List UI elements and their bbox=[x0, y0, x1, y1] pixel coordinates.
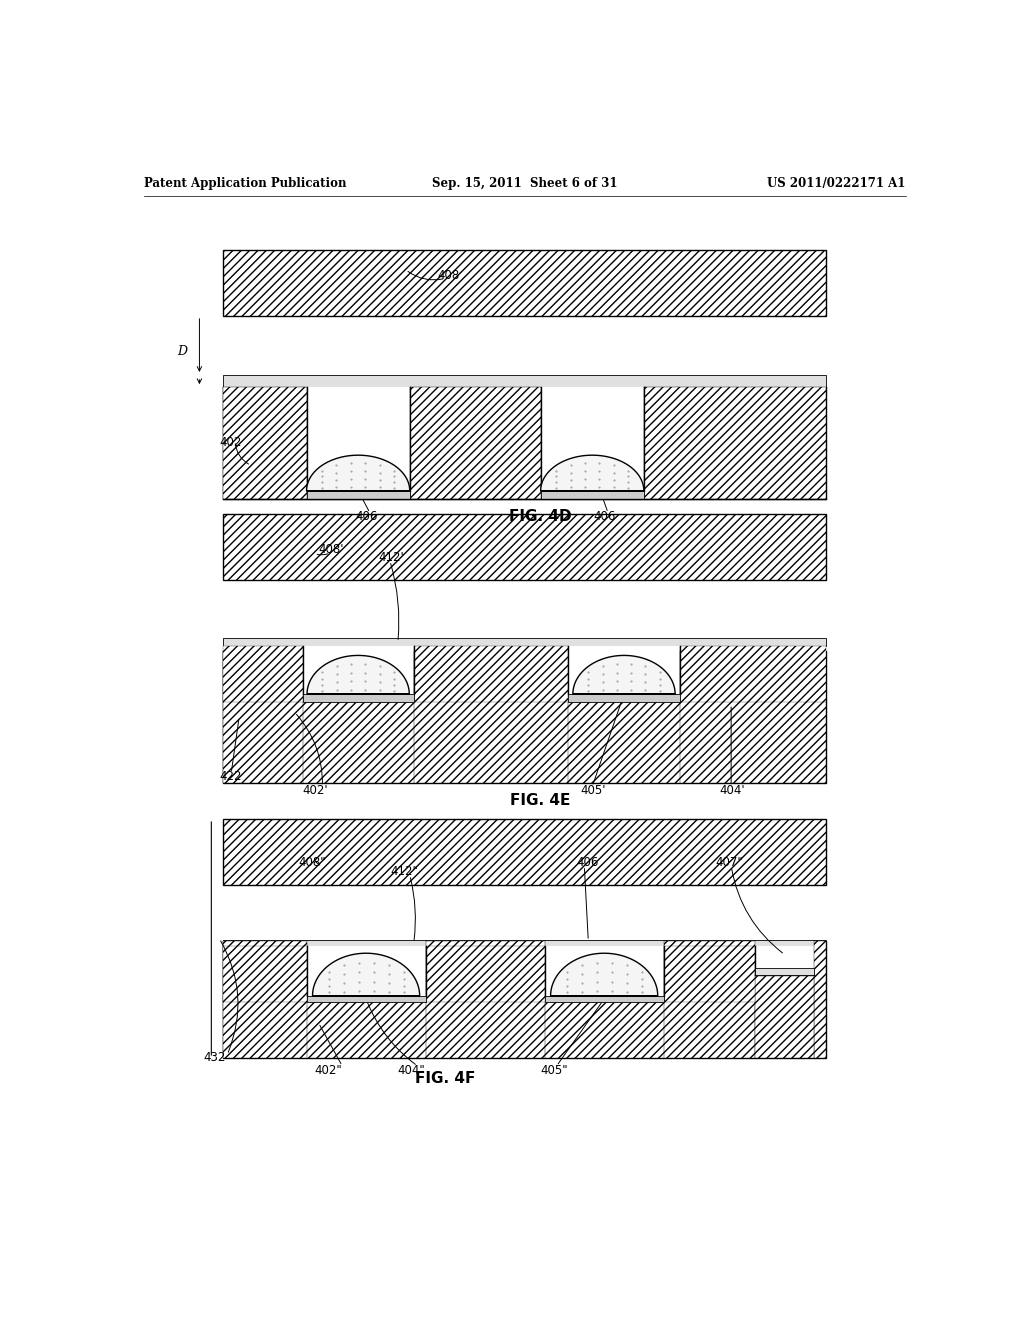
Bar bbox=[664, 941, 755, 1057]
Bar bbox=[426, 941, 545, 1057]
Text: Patent Application Publication: Patent Application Publication bbox=[143, 177, 346, 190]
Text: 405": 405" bbox=[541, 1064, 568, 1077]
Text: 408: 408 bbox=[437, 269, 460, 281]
Bar bbox=[223, 515, 826, 581]
Bar bbox=[568, 647, 680, 702]
Bar bbox=[306, 995, 426, 1002]
Text: 412': 412' bbox=[378, 552, 403, 565]
Text: US 2011/0222171 A1: US 2011/0222171 A1 bbox=[767, 177, 905, 190]
Bar bbox=[545, 946, 664, 1002]
Text: Sep. 15, 2011  Sheet 6 of 31: Sep. 15, 2011 Sheet 6 of 31 bbox=[432, 177, 617, 190]
Bar bbox=[680, 651, 826, 784]
Text: 407": 407" bbox=[715, 857, 743, 870]
Bar bbox=[414, 647, 568, 702]
Bar bbox=[814, 941, 826, 1057]
Text: 406: 406 bbox=[593, 510, 615, 523]
Bar bbox=[223, 941, 826, 1057]
Bar bbox=[223, 940, 826, 946]
Text: 405': 405' bbox=[581, 784, 606, 797]
Text: FIG. 4E: FIG. 4E bbox=[511, 793, 570, 808]
Bar bbox=[223, 651, 303, 784]
Bar bbox=[303, 694, 414, 702]
Text: 404': 404' bbox=[719, 784, 744, 797]
Bar bbox=[306, 946, 426, 1002]
Bar bbox=[644, 387, 826, 499]
Bar bbox=[410, 387, 541, 499]
Bar bbox=[306, 491, 410, 499]
Bar bbox=[223, 375, 826, 387]
Bar bbox=[223, 387, 826, 499]
Bar bbox=[680, 647, 826, 702]
Text: 408": 408" bbox=[299, 857, 327, 870]
Text: 402': 402' bbox=[303, 784, 329, 797]
Text: FIG. 4D: FIG. 4D bbox=[509, 508, 572, 524]
Text: 432: 432 bbox=[204, 1052, 225, 1064]
Bar bbox=[541, 491, 644, 499]
Text: 404": 404" bbox=[397, 1064, 426, 1077]
Polygon shape bbox=[551, 953, 657, 995]
Bar bbox=[426, 946, 545, 1002]
Bar bbox=[755, 974, 814, 1057]
Bar bbox=[755, 946, 814, 974]
Text: 406: 406 bbox=[355, 510, 377, 523]
Bar bbox=[223, 387, 306, 499]
Bar bbox=[545, 995, 664, 1002]
Bar bbox=[664, 946, 755, 1002]
Bar bbox=[223, 647, 303, 702]
Text: 422: 422 bbox=[219, 770, 242, 783]
Bar bbox=[223, 249, 826, 315]
Bar bbox=[223, 946, 306, 1002]
Bar bbox=[223, 818, 826, 886]
Bar bbox=[306, 387, 410, 499]
Bar bbox=[223, 941, 306, 1057]
Bar bbox=[223, 638, 826, 647]
Text: 412": 412" bbox=[390, 866, 418, 878]
Polygon shape bbox=[541, 455, 644, 491]
Bar bbox=[541, 387, 644, 499]
Bar bbox=[223, 651, 826, 784]
Polygon shape bbox=[307, 656, 410, 694]
Polygon shape bbox=[312, 953, 420, 995]
Text: 402: 402 bbox=[219, 437, 242, 450]
Text: 402": 402" bbox=[314, 1064, 342, 1077]
Bar bbox=[414, 651, 568, 784]
Polygon shape bbox=[572, 656, 675, 694]
Text: 406: 406 bbox=[577, 857, 599, 870]
Text: 408': 408' bbox=[318, 544, 344, 556]
Polygon shape bbox=[306, 455, 410, 491]
Bar bbox=[755, 969, 814, 974]
Text: D: D bbox=[177, 345, 187, 358]
Bar bbox=[303, 647, 414, 702]
Text: FIG. 4F: FIG. 4F bbox=[416, 1071, 475, 1086]
Bar bbox=[568, 694, 680, 702]
